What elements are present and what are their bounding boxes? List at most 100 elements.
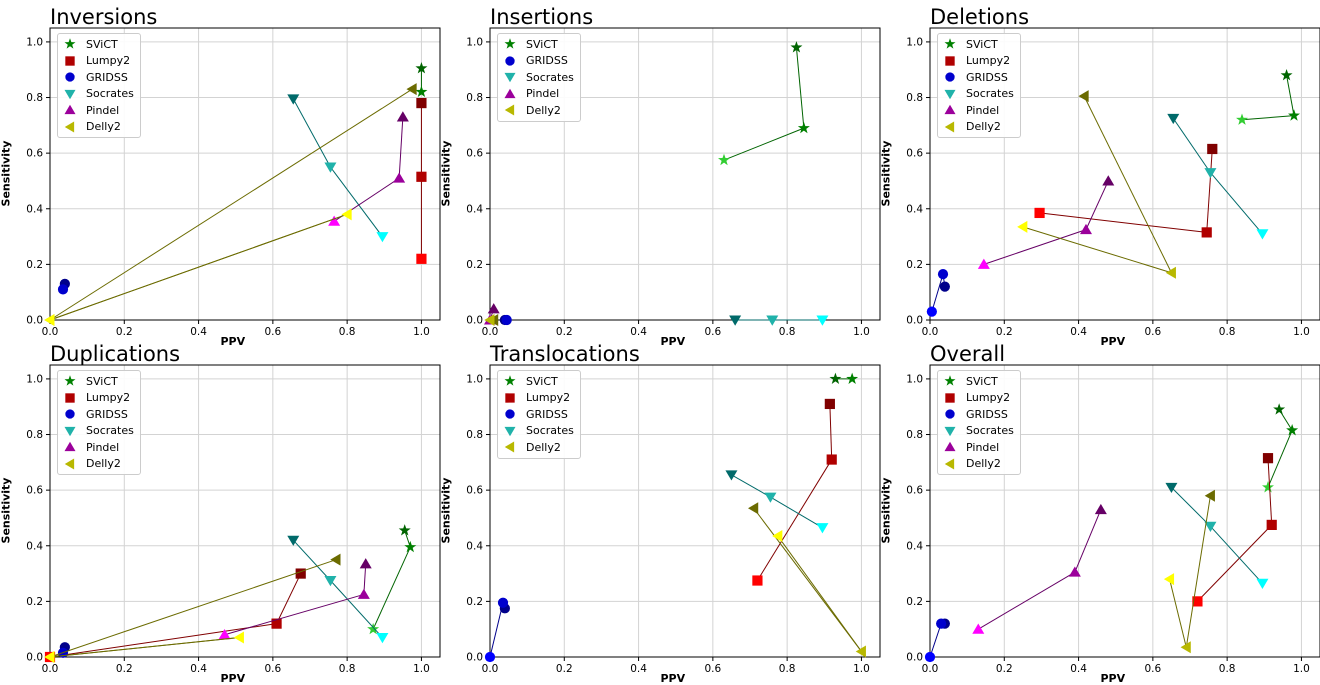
legend-label: Socrates xyxy=(526,424,574,438)
x-tick-label: 0.8 xyxy=(339,326,356,338)
series-line-pindel xyxy=(983,229,1087,265)
legend-item-gridss: GRIDSS xyxy=(502,406,574,423)
series-line-socrates xyxy=(1210,525,1263,584)
point-delly2 xyxy=(406,83,417,96)
point-svict xyxy=(829,372,842,384)
point-lumpy2 xyxy=(1034,207,1045,219)
legend-marker-lumpy2 xyxy=(65,393,75,403)
legend-item-lumpy2: Lumpy2 xyxy=(62,53,134,70)
legend-item-delly2: Delly2 xyxy=(502,439,574,456)
x-tick-label: 0.6 xyxy=(705,663,722,675)
x-tick-label: 0.6 xyxy=(705,326,722,338)
y-tick-label: 1.0 xyxy=(26,36,43,48)
x-tick-label: 0.8 xyxy=(779,663,796,675)
point-lumpy2 xyxy=(271,618,282,629)
legend-marker-socrates xyxy=(64,89,76,99)
point-delly2 xyxy=(1204,489,1215,502)
series-line-svict xyxy=(1241,115,1295,121)
legend-label: Delly2 xyxy=(966,457,1001,471)
point-svict xyxy=(1273,403,1286,415)
series-line-pindel xyxy=(978,571,1076,630)
legend-marker-pindel xyxy=(64,442,76,452)
point-lumpy2 xyxy=(416,171,427,182)
point-svict xyxy=(1286,424,1299,436)
series-line-pindel xyxy=(224,593,364,636)
y-tick-label: 0.6 xyxy=(466,485,483,497)
legend-marker-gridss xyxy=(945,409,955,419)
x-axis-label: PPV xyxy=(220,335,246,348)
legend-item-gridss: GRIDSS xyxy=(502,53,574,70)
y-tick-label: 0.0 xyxy=(466,315,483,327)
x-tick-label: 1.0 xyxy=(853,326,870,338)
legend-label: GRIDSS xyxy=(526,407,568,421)
point-pindel xyxy=(972,623,985,634)
series-line-gridss xyxy=(931,273,944,312)
point-socrates xyxy=(287,535,300,546)
legend-item-gridss: GRIDSS xyxy=(942,406,1014,423)
legend-marker-svict xyxy=(504,38,516,49)
point-socrates xyxy=(816,315,829,326)
subplot-title: Insertions xyxy=(490,5,594,29)
point-gridss xyxy=(497,597,509,608)
point-socrates xyxy=(376,232,389,243)
legend-marker-gridss xyxy=(505,409,515,419)
y-tick-label: 0.4 xyxy=(26,540,43,552)
legend-label: Socrates xyxy=(966,424,1014,438)
legend-marker-gridss xyxy=(945,72,955,82)
series-line-socrates xyxy=(731,474,771,498)
x-tick-label: 0.2 xyxy=(116,663,133,675)
legend-marker-delly2 xyxy=(944,121,955,133)
legend-label: GRIDSS xyxy=(526,54,568,68)
legend-item-delly2: Delly2 xyxy=(942,119,1014,136)
x-tick-label: 0.2 xyxy=(996,326,1013,338)
point-pindel xyxy=(396,111,409,122)
series-line-socrates xyxy=(330,580,383,638)
point-lumpy2 xyxy=(1192,596,1203,607)
legend-item-pindel: Pindel xyxy=(62,439,134,456)
point-gridss xyxy=(484,651,496,663)
point-svict xyxy=(415,85,428,98)
subplot-title: Deletions xyxy=(930,5,1030,29)
legend-label: Socrates xyxy=(526,70,574,84)
x-tick-label: 0.2 xyxy=(116,326,133,338)
series-line-svict xyxy=(723,127,805,161)
point-delly2 xyxy=(341,208,352,221)
subplot-title: Overall xyxy=(930,342,1006,366)
y-tick-label: 0.0 xyxy=(906,652,923,664)
legend-marker-svict xyxy=(944,38,956,49)
series-line-socrates xyxy=(770,496,823,529)
legend-label: Lumpy2 xyxy=(966,391,1011,405)
x-tick-label: 1.0 xyxy=(1293,326,1310,338)
legend-item-pindel: Pindel xyxy=(942,439,1014,456)
legend: SViCT Lumpy2 GRIDSS Socrates Pindel Delly2 xyxy=(57,370,141,475)
y-tick-label: 0.2 xyxy=(906,596,923,608)
x-tick-label: 0.2 xyxy=(556,326,573,338)
point-lumpy2 xyxy=(824,398,835,410)
plot-frame xyxy=(929,27,1320,321)
subplot-title: Translocations xyxy=(490,342,640,366)
y-tick-label: 0.4 xyxy=(466,203,483,215)
y-tick-label: 0.2 xyxy=(466,259,483,271)
x-tick-label: 0.8 xyxy=(779,326,796,338)
legend-marker-gridss xyxy=(505,56,515,66)
legend-marker-lumpy2 xyxy=(505,393,515,403)
legend-marker-svict xyxy=(64,38,76,49)
legend-marker-svict xyxy=(64,375,76,386)
point-delly2 xyxy=(484,314,495,326)
point-socrates xyxy=(729,315,742,326)
series-line-socrates xyxy=(292,98,331,168)
point-svict xyxy=(398,524,411,536)
y-tick-label: 1.0 xyxy=(906,36,923,48)
y-tick-label: 0.4 xyxy=(906,203,923,215)
y-tick-label: 0.2 xyxy=(466,596,483,608)
point-svict xyxy=(790,41,803,53)
point-socrates xyxy=(287,94,300,105)
legend-label: Pindel xyxy=(966,103,1000,117)
legend-label: Pindel xyxy=(86,440,120,454)
legend-item-pindel: Pindel xyxy=(502,86,574,103)
x-tick-label: 0.8 xyxy=(1219,326,1236,338)
point-gridss xyxy=(501,314,512,326)
y-tick-label: 0.6 xyxy=(466,148,483,160)
